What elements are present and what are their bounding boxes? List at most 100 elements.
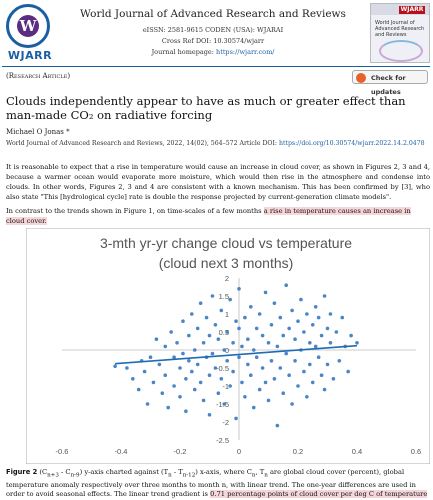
caption-sub: n-12 [182,472,196,479]
data-point [237,326,241,331]
data-point [328,312,333,316]
data-point [313,305,318,309]
data-point [234,416,238,421]
data-point [293,337,297,341]
chart-title: 3-mth yr-yr change cloud vs temperature [100,235,352,251]
x-tick-label: 0.2 [293,447,303,456]
data-point [296,319,300,323]
data-point [249,373,253,377]
data-point [246,362,250,367]
caption-sub: n [264,472,268,479]
journal-cover-thumbnail[interactable]: WJARR World Journal of Advanced Research… [370,3,430,63]
y-tick-label: -1 [222,382,229,391]
y-tick-label: 1 [225,310,229,319]
cover-text: World Journal of Advanced Research and R… [375,20,425,38]
data-point [310,380,315,385]
data-point [272,377,277,381]
data-point [310,323,315,327]
data-point [278,366,283,370]
data-point [142,369,147,374]
data-point [246,337,250,341]
data-point [187,333,191,338]
data-point [184,377,188,381]
data-point [181,351,185,356]
doi-link[interactable]: https://doi.org/10.30574/wjarr.2022.14.2… [278,140,425,147]
data-point [163,344,168,349]
data-point [249,305,253,309]
data-point [148,355,153,359]
x-tick-label: 0 [237,447,241,456]
data-point [328,341,333,345]
data-point [290,308,294,313]
journal-header: W WJARR World Journal of Advanced Resear… [2,0,430,67]
data-point [308,341,312,345]
data-point [113,364,117,368]
data-point [287,326,291,331]
journal-title: World Journal of Advanced Research and R… [80,8,346,20]
cover-decoration [379,40,423,62]
data-point [234,319,238,323]
data-point [125,366,129,370]
data-point [325,362,330,367]
data-point [231,369,235,374]
data-point [187,359,191,363]
data-point [195,326,200,331]
caption-part: (C [37,468,48,476]
data-point [322,294,327,298]
data-point [251,405,256,410]
caption-part: - C [58,468,71,476]
paragraph-1: It is reasonable to expect that a rise i… [6,163,430,201]
chart-frame [25,227,431,465]
data-point [181,319,185,323]
data-point [192,348,197,352]
data-point [284,351,289,356]
paragraph-2: In contrast to the trends shown in Figur… [6,206,430,226]
y-tick-label: 0 [225,346,229,355]
cover-badge: WJARR [399,6,425,14]
x-tick-label: 0.4 [352,447,362,456]
data-point [355,341,359,345]
caption-highlight: 0.71 percentage points of cloud cover pe… [210,490,428,499]
data-point [275,344,280,349]
x-tick-label: -0.6 [56,447,69,456]
data-point [284,283,289,287]
article-title: Clouds independently appear to have as m… [6,94,406,122]
data-point [195,362,200,367]
data-point [213,323,218,327]
x-tick-label: -0.2 [174,447,187,456]
data-point [331,377,336,381]
data-point [263,380,268,385]
data-point [207,333,212,338]
data-point [299,297,303,302]
data-point [316,355,321,359]
data-point [160,391,165,395]
data-point [198,301,203,305]
data-point [305,312,309,316]
data-point [302,369,306,374]
x-tick-label: 0.6 [411,447,421,456]
data-point [251,348,256,352]
data-point [192,387,197,392]
data-point [207,373,212,377]
data-point [302,330,306,334]
data-point [172,384,176,388]
data-point [243,315,247,320]
check-updates-button[interactable]: Check for updates [352,70,428,96]
data-point [266,341,271,345]
data-point [228,384,232,388]
homepage-link[interactable]: https://wjarr.com/ [216,48,275,56]
data-point [290,402,294,406]
data-point [225,330,229,334]
data-point [213,366,218,370]
data-point [260,333,265,338]
data-point [216,391,221,395]
figure-caption: Figure 2 (Cn+3 - Cn-9) y-axis charted ag… [6,468,430,500]
caption-label: Figure 2 [6,468,38,476]
data-point [240,380,244,385]
data-point [349,333,353,338]
data-point [210,351,215,356]
data-point [346,369,350,374]
data-point [169,330,173,334]
data-point [275,423,280,428]
homepage-label: Journal homepage: [151,48,217,56]
